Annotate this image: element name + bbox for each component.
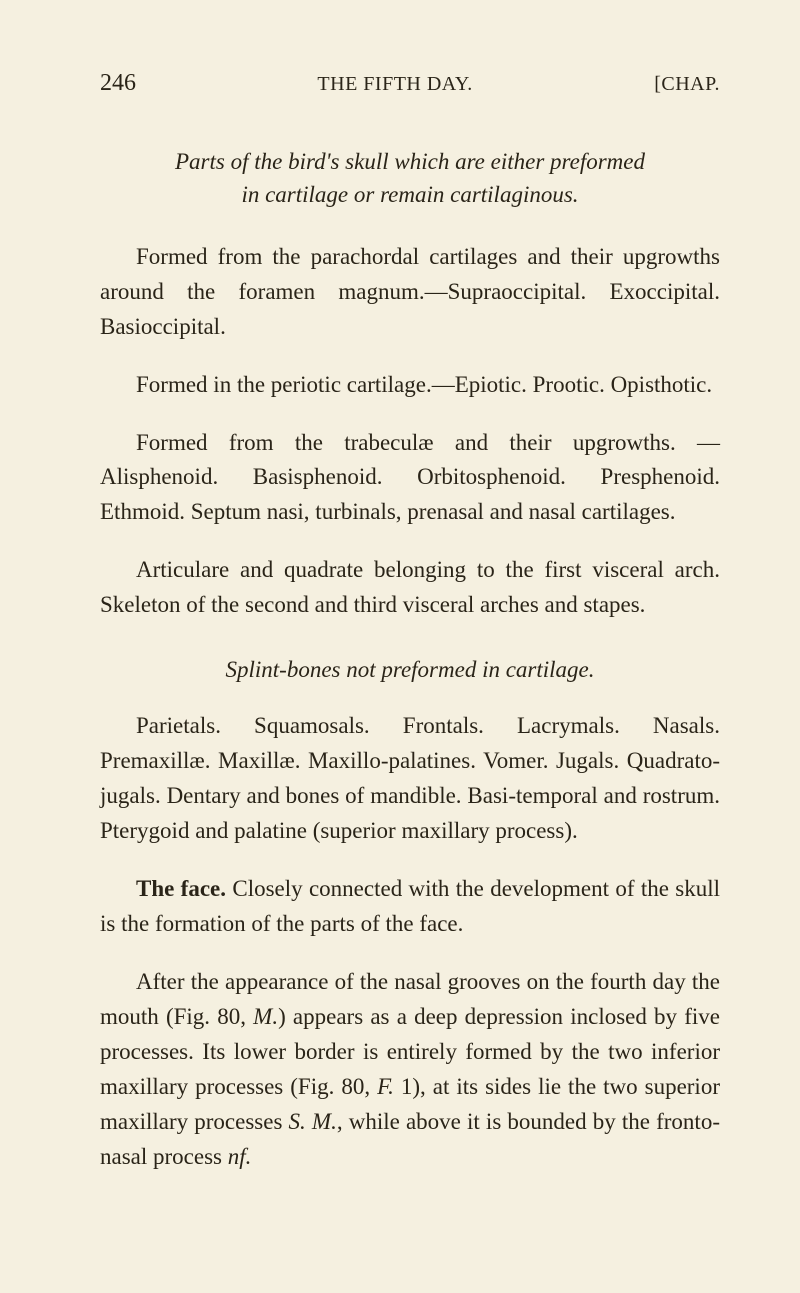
section-title-line-1: Parts of the bird's skull which are eith… [175, 149, 645, 174]
body-paragraph: Formed from the trabeculæ and their upgr… [100, 426, 720, 531]
body-paragraph: The face. Closely connected with the dev… [100, 872, 720, 942]
body-paragraph: After the appearance of the nasal groove… [100, 965, 720, 1175]
running-head: THE FIFTH DAY. [317, 73, 472, 96]
body-paragraph: Formed from the parachordal cartilages a… [100, 240, 720, 345]
book-page: 246 THE FIFTH DAY. [CHAP. Parts of the b… [0, 0, 800, 1241]
figure-ref: M. [253, 1004, 278, 1029]
section-title-line-2: in cartilage or remain cartilaginous. [241, 182, 578, 207]
page-header: 246 THE FIFTH DAY. [CHAP. [100, 70, 720, 97]
body-paragraph: Parietals. Squamosals. Frontals. Lacryma… [100, 709, 720, 849]
figure-ref: nf. [228, 1144, 252, 1169]
figure-ref: F. [377, 1074, 394, 1099]
figure-ref: S. M. [289, 1109, 337, 1134]
section-title: Parts of the bird's skull which are eith… [120, 145, 700, 212]
body-paragraph: Articulare and quadrate belonging to the… [100, 553, 720, 623]
inline-heading-face: The face. [136, 876, 226, 901]
page-number: 246 [100, 70, 136, 97]
subsection-title: Splint-bones not preformed in cartilage. [100, 657, 720, 683]
body-paragraph: Formed in the periotic cartilage.—Epioti… [100, 368, 720, 403]
chapter-marker: [CHAP. [654, 73, 720, 96]
